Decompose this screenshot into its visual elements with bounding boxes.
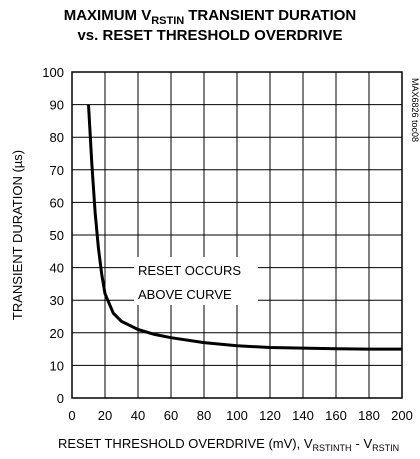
- x-tick-label: 120: [259, 408, 281, 423]
- y-tick-label: 90: [50, 98, 64, 113]
- chart-subtitle: vs. RESET THRESHOLD OVERDRIVE: [77, 27, 342, 44]
- x-tick-label: 80: [197, 408, 211, 423]
- title-subscript: RSTIN: [151, 15, 184, 27]
- y-tick-label: 20: [50, 326, 64, 341]
- y-axis-label: TRANSIENT DURATION (µs): [10, 150, 25, 320]
- y-tick-label: 60: [50, 195, 64, 210]
- plot-frame: [71, 71, 403, 399]
- title-part: MAXIMUM V: [64, 7, 152, 24]
- x-label-part: - V: [356, 436, 373, 451]
- figure-id: MAX6826 toc08: [410, 78, 420, 142]
- x-tick-label: 100: [226, 408, 248, 423]
- annotation-background: [134, 257, 258, 305]
- x-label-subscript: RSTIN: [372, 443, 399, 453]
- x-tick-label: 160: [325, 408, 347, 423]
- x-tick-label: 180: [358, 408, 380, 423]
- y-tick-label: 30: [50, 293, 64, 308]
- x-tick-label: 60: [164, 408, 178, 423]
- x-label-part: RESET THRESHOLD OVERDRIVE (mV), V: [58, 436, 313, 451]
- y-tick-label: 100: [42, 65, 64, 80]
- x-tick-label: 40: [131, 408, 145, 423]
- y-tick-label: 70: [50, 163, 64, 178]
- x-axis-label: RESET THRESHOLD OVERDRIVE (mV), VRSTINTH…: [58, 436, 399, 453]
- y-tick-label: 0: [57, 391, 64, 406]
- x-tick-label: 200: [391, 408, 413, 423]
- annotation: RESET OCCURS: [138, 263, 241, 278]
- chart-title: MAXIMUM VRSTIN TRANSIENT DURATION: [64, 7, 357, 27]
- x-label-subscript: RSTINTH: [313, 443, 352, 453]
- y-tick-label: 80: [50, 130, 64, 145]
- x-tick-label: 140: [292, 408, 314, 423]
- y-tick-label: 10: [50, 358, 64, 373]
- curve: [87, 104, 402, 351]
- annotation: ABOVE CURVE: [138, 287, 232, 302]
- y-tick-label: 40: [50, 261, 64, 276]
- y-tick-label: 50: [50, 228, 64, 243]
- x-tick-label: 0: [68, 408, 75, 423]
- x-tick-label: 20: [98, 408, 112, 423]
- title-part: TRANSIENT DURATION: [188, 7, 356, 24]
